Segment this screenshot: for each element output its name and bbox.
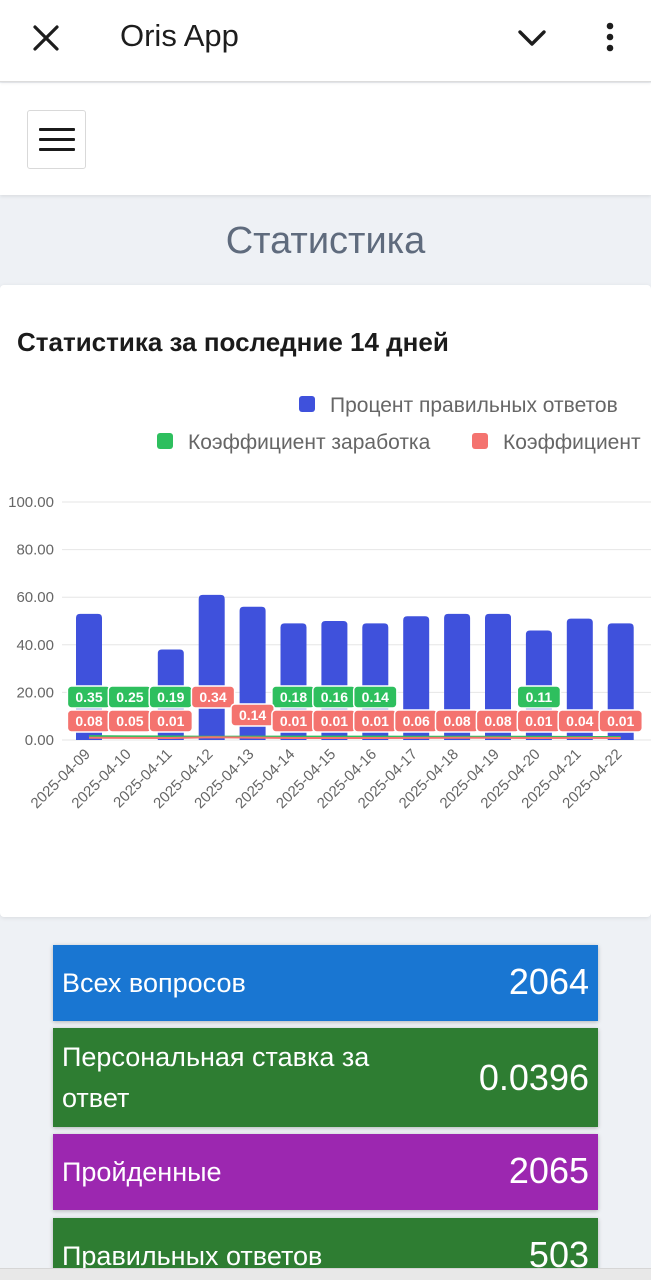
- series-line: [88, 735, 621, 738]
- earnings-data-label: [516, 685, 562, 709]
- stat-label: Всех вопросов: [62, 968, 246, 998]
- y-tick-label: 60.00: [16, 589, 54, 606]
- more-vertical-icon: [606, 22, 614, 52]
- earnings-data-label-text: 0.18: [280, 689, 307, 705]
- top-navbar: [0, 83, 651, 195]
- coefficient-data-label-text: 0.01: [280, 713, 307, 729]
- legend-label: Коэффициент заработка: [188, 431, 431, 454]
- earnings-data-label-text: 0.16: [321, 689, 348, 705]
- coefficient-data-label: [598, 709, 644, 733]
- earnings-data-label-text: 0.19: [157, 689, 184, 705]
- coefficient-data-label: [148, 709, 194, 733]
- page-title: Статистика: [225, 220, 426, 262]
- earnings-data-label-text: 0.25: [116, 689, 143, 705]
- menu-button[interactable]: [27, 110, 86, 169]
- y-tick-label: 80.00: [16, 542, 54, 559]
- y-tick-label: 20.00: [16, 684, 54, 701]
- stat-personal-rate: Персональная ставка за ответ 0.0396: [53, 1028, 598, 1127]
- bar: [485, 613, 511, 740]
- coefficient-data-label-text: 0.01: [157, 713, 184, 729]
- bar: [198, 594, 225, 740]
- legend-swatch: [299, 396, 315, 412]
- coefficient-data-label-text: 0.08: [484, 713, 511, 729]
- stat-value: 2065: [508, 1150, 589, 1191]
- coefficient-data-label-text: 0.05: [116, 713, 143, 729]
- earnings-data-label-text: 0.11: [526, 689, 553, 705]
- stat-completed: Пройденные 2065: [53, 1134, 598, 1210]
- coefficient-data-label-text: 0.08: [75, 713, 102, 729]
- stat-value: 2064: [508, 961, 589, 1002]
- more-options-button[interactable]: [590, 16, 634, 60]
- coefficient-data-label: [190, 685, 236, 709]
- stat-value: 0.0396: [478, 1057, 589, 1098]
- earnings-data-label: [352, 685, 398, 709]
- chart-card: Статистика за последние 14 дней Процент …: [0, 285, 651, 917]
- app-bar: Oris App: [0, 0, 651, 82]
- stat-label: Пройденные: [62, 1157, 222, 1187]
- y-tick-label: 40.00: [16, 637, 54, 654]
- coefficient-data-label-text: 0.04: [566, 713, 593, 729]
- series-line: [88, 736, 621, 739]
- app-title: Oris App: [120, 18, 239, 53]
- y-tick-label: 0.00: [25, 732, 54, 749]
- close-icon: [33, 25, 59, 51]
- coefficient-data-label-text: 0.01: [321, 713, 348, 729]
- legend-label: Коэффициент: [503, 431, 641, 454]
- coefficient-data-label-text: 0.01: [525, 713, 552, 729]
- chevron-down-icon: [518, 30, 546, 46]
- legend-swatch: [472, 433, 488, 449]
- bar: [403, 616, 430, 740]
- earnings-data-label-text: 0.35: [75, 689, 102, 705]
- legend-swatch: [157, 433, 173, 449]
- chart-title: Статистика за последние 14 дней: [17, 327, 449, 357]
- coefficient-data-label-text: 0.08: [443, 713, 470, 729]
- bottom-edge: [0, 1268, 651, 1280]
- coefficient-data-label-text: 0.01: [362, 713, 389, 729]
- stat-label: Правильных ответов: [62, 1241, 323, 1271]
- legend-label: Процент правильных ответов: [330, 394, 618, 417]
- coefficient-data-label-text: 0.34: [199, 689, 226, 705]
- stat-label: Персональная ставка за ответ: [62, 1042, 370, 1113]
- coefficient-data-label-text: 0.14: [239, 707, 266, 723]
- y-tick-label: 100.00: [8, 494, 54, 511]
- coefficient-data-label-text: 0.01: [607, 713, 634, 729]
- earnings-data-label-text: 0.14: [362, 689, 389, 705]
- close-button[interactable]: [24, 16, 68, 60]
- expand-button[interactable]: [510, 16, 554, 60]
- coefficient-data-label-text: 0.06: [403, 713, 430, 729]
- bar: [444, 613, 471, 740]
- stat-total-questions: Всех вопросов 2064: [53, 945, 598, 1021]
- stats-chart: Процент правильных ответов Коэффициент за…: [8, 394, 651, 812]
